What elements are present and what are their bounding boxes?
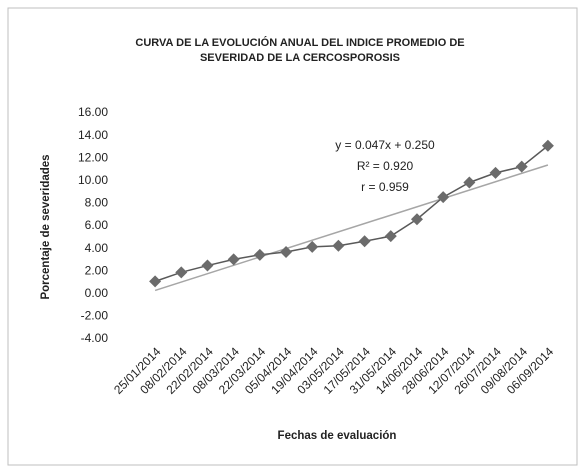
marker <box>306 240 319 253</box>
marker <box>149 275 162 288</box>
marker <box>201 259 214 272</box>
marker <box>410 213 423 226</box>
marker <box>515 160 528 173</box>
marker <box>384 230 397 243</box>
chart-title: CURVA DE LA EVOLUCIÓN ANUAL DEL INDICE P… <box>135 37 465 64</box>
y-tick-label: 14.00 <box>78 128 108 142</box>
marker <box>489 166 502 179</box>
y-tick-label: -2.00 <box>81 309 109 323</box>
y-tick-label: 12.00 <box>78 150 108 164</box>
chart-border <box>7 7 578 466</box>
y-tick-label: 2.00 <box>85 263 109 277</box>
y-tick-label: 8.00 <box>85 196 109 210</box>
marker <box>227 253 240 266</box>
y-tick-label: -4.00 <box>81 331 109 345</box>
marker <box>358 235 371 248</box>
x-axis-title: Fechas de evaluación <box>278 430 397 442</box>
marker <box>175 266 188 279</box>
marker <box>541 139 554 152</box>
marker <box>253 248 266 261</box>
annotation: R² = 0.920 <box>357 159 414 173</box>
marker <box>280 245 293 258</box>
data-line <box>154 145 549 283</box>
y-tick-label: 6.00 <box>85 218 109 232</box>
y-tick-label: 10.00 <box>78 173 108 187</box>
y-tick-label: 16.00 <box>78 105 108 119</box>
marker <box>332 239 345 252</box>
y-tick-label: 4.00 <box>85 241 109 255</box>
annotation: r = 0.959 <box>361 180 409 194</box>
annotation: y = 0.047x + 0.250 <box>335 138 435 152</box>
y-tick-label: 0.00 <box>85 286 109 300</box>
marker <box>437 191 450 204</box>
y-axis-title: Porcentaje de severidades <box>40 154 52 299</box>
marker <box>463 176 476 189</box>
trendline <box>154 164 549 292</box>
